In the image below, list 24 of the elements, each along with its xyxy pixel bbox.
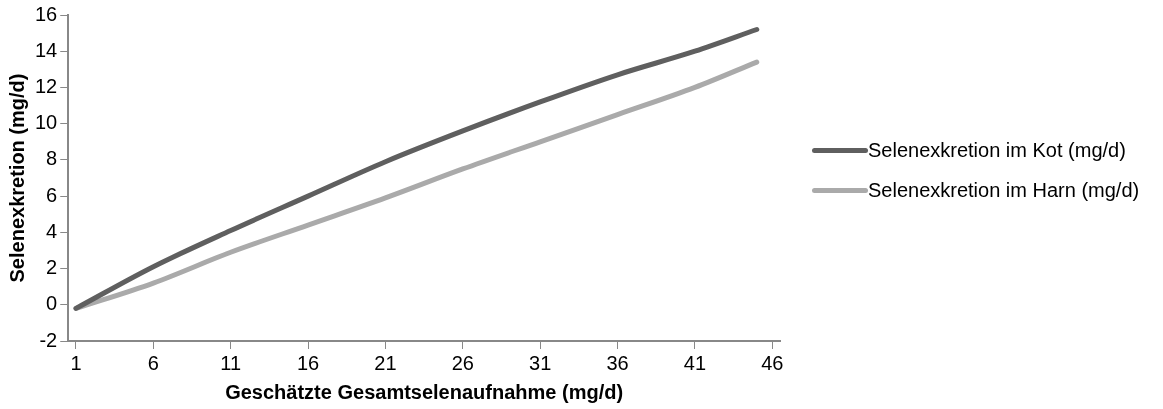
y-tick-label: 0: [46, 292, 58, 315]
y-tick-label: 4: [46, 219, 58, 242]
x-tick-label: 21: [374, 351, 397, 374]
x-tick-label: 36: [606, 351, 629, 374]
x-tick-label: 1: [70, 351, 82, 374]
y-tick-label: 10: [35, 111, 58, 134]
x-tick-label: 6: [147, 351, 159, 374]
y-tick-label: 2: [46, 256, 58, 279]
x-tick-label: 46: [761, 351, 784, 374]
x-tick-label: 11: [220, 351, 242, 374]
y-axis-title: Selenexkretion (mg/d): [5, 73, 28, 283]
x-axis-title: Geschätzte Gesamtselenaufnahme (mg/d): [225, 380, 624, 403]
x-tick-label: 41: [683, 351, 707, 374]
y-tick-label: -2: [39, 328, 58, 351]
y-tick-label: 14: [35, 38, 58, 61]
x-tick-label: 26: [451, 351, 474, 374]
y-tick-label: 16: [35, 2, 58, 25]
y-tick-label: 8: [46, 147, 58, 170]
x-tick-label: 31: [529, 351, 552, 374]
legend-label: Selenexkretion im Kot (mg/d): [868, 138, 1126, 162]
x-tick-label: 16: [296, 351, 320, 374]
y-tick-label: 12: [35, 74, 58, 97]
legend-label: Selenexkretion im Harn (mg/d): [868, 178, 1140, 202]
y-tick-label: 6: [46, 183, 58, 206]
